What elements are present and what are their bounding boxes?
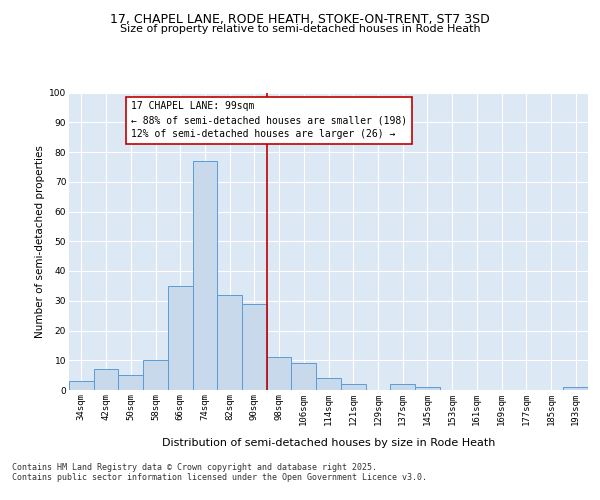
Bar [390,384,415,390]
Bar [415,387,440,390]
Bar [193,161,217,390]
Bar [69,381,94,390]
Bar [341,384,365,390]
Text: Distribution of semi-detached houses by size in Rode Heath: Distribution of semi-detached houses by … [162,438,496,448]
Bar [94,369,118,390]
Bar [168,286,193,390]
Text: 17, CHAPEL LANE, RODE HEATH, STOKE-ON-TRENT, ST7 3SD: 17, CHAPEL LANE, RODE HEATH, STOKE-ON-TR… [110,12,490,26]
Bar [242,304,267,390]
Bar [267,358,292,390]
Bar [143,360,168,390]
Bar [118,375,143,390]
Text: Size of property relative to semi-detached houses in Rode Heath: Size of property relative to semi-detach… [119,24,481,34]
Bar [292,363,316,390]
Bar [316,378,341,390]
Text: 17 CHAPEL LANE: 99sqm
← 88% of semi-detached houses are smaller (198)
12% of sem: 17 CHAPEL LANE: 99sqm ← 88% of semi-deta… [131,102,407,140]
Text: Contains HM Land Registry data © Crown copyright and database right 2025.
Contai: Contains HM Land Registry data © Crown c… [12,462,427,482]
Y-axis label: Number of semi-detached properties: Number of semi-detached properties [35,145,45,338]
Bar [217,295,242,390]
Bar [563,387,588,390]
